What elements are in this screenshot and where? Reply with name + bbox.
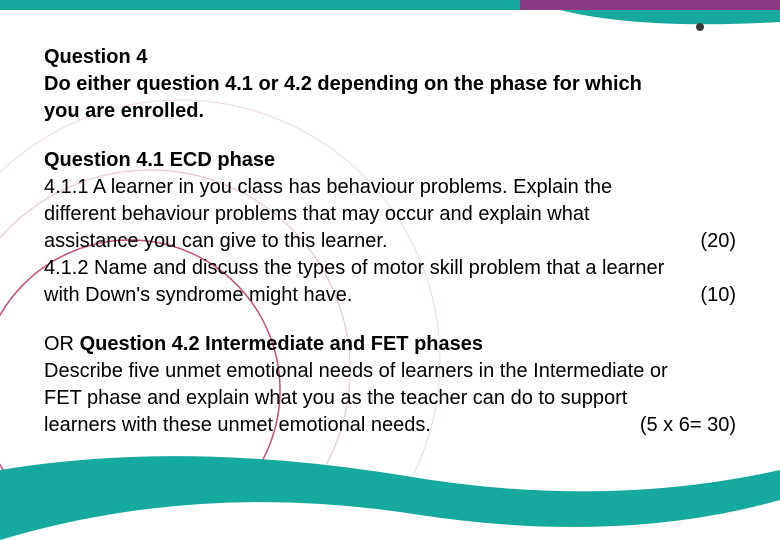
q42-marks: (5 x 6= 30) [632, 412, 736, 439]
q42-l3: learners with these unmet emotional need… [44, 412, 632, 439]
q41-p2-marks: (10) [692, 282, 736, 309]
q42-heading: Question 4.2 Intermediate and FET phases [80, 333, 483, 355]
q41-p1-l1: 4.1.1 A learner in you class has behavio… [44, 174, 736, 201]
q4-heading: Question 4 [44, 44, 736, 71]
q41-p1-l2: different behaviour problems that may oc… [44, 201, 736, 228]
q42-l1: Describe five unmet emotional needs of l… [44, 358, 736, 385]
q41-p2-l2: with Down's syndrome might have. [44, 282, 692, 309]
q41-heading: Question 4.1 ECD phase [44, 147, 736, 174]
question-4-1-block: Question 4.1 ECD phase 4.1.1 A learner i… [44, 147, 736, 309]
q4-instruction-l1: Do either question 4.1 or 4.2 depending … [44, 71, 736, 98]
q42-or: OR [44, 333, 80, 355]
q41-p1-marks: (20) [692, 228, 736, 255]
q41-p2-l1: 4.1.2 Name and discuss the types of moto… [44, 255, 736, 282]
q41-p1-l3: assistance you can give to this learner. [44, 228, 692, 255]
question-4-block: Question 4 Do either question 4.1 or 4.2… [44, 44, 736, 125]
q4-instruction-l2: you are enrolled. [44, 98, 736, 125]
question-4-2-block: OR Question 4.2 Intermediate and FET pha… [44, 331, 736, 439]
q42-l2: FET phase and explain what you as the te… [44, 385, 736, 412]
